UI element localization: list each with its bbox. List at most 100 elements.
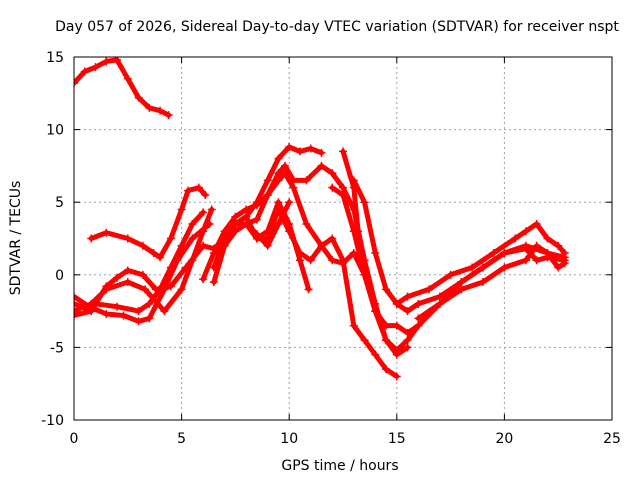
data-point-marker [134,307,143,316]
data-point-marker [141,285,150,294]
data-point-marker [74,307,78,316]
data-point-marker [201,190,210,199]
data-point-marker [521,256,530,265]
data-point-marker [392,321,401,330]
y-tick-label: 0 [55,268,64,284]
y-tick-label: -10 [41,413,64,429]
data-point-marker [521,241,530,250]
data-point-marker [371,249,380,258]
data-series [74,57,569,381]
y-tick-label: -5 [50,340,64,356]
data-point-marker [87,234,96,243]
x-tick-label: 25 [603,431,621,447]
data-point-marker [554,241,563,250]
data-point-marker [328,234,337,243]
data-point-marker [91,63,100,72]
data-point-marker [274,219,283,228]
data-point-marker [209,249,218,258]
data-point-marker [138,241,147,250]
data-point-marker [360,270,369,279]
data-point-marker [554,263,563,272]
data-point-marker [478,263,487,272]
data-point-marker [349,321,358,330]
y-tick-label: 5 [55,195,64,211]
data-point-marker [263,241,272,250]
data-point-marker [242,219,251,228]
data-point-marker [511,234,520,243]
data-point-marker [560,249,569,258]
data-point-marker [145,103,154,112]
data-point-marker [194,183,203,192]
data-point-marker [382,336,391,345]
data-point-marker [457,285,466,294]
data-point-marker [177,205,186,214]
data-point-marker [532,241,541,250]
data-point-marker [289,183,298,192]
data-point-marker [123,234,132,243]
data-point-marker [74,311,78,320]
data-point-marker [414,321,423,330]
data-point-marker [306,256,315,265]
data-point-marker [181,263,190,272]
data-point-marker [231,212,240,221]
data-point-marker [295,147,304,156]
series-arc-16 [415,243,568,321]
data-point-marker [414,299,423,308]
data-point-marker [199,275,208,284]
data-point-marker [102,228,111,237]
data-point-marker [242,212,251,221]
data-point-marker [317,148,326,157]
data-point-marker [392,372,401,381]
data-point-marker [349,183,358,192]
data-point-marker [177,285,186,294]
series-arc-17 [340,148,367,263]
data-point-marker [425,285,434,294]
data-point-marker [119,311,128,320]
data-point-marker [360,198,369,207]
data-point-marker [145,314,154,323]
data-point-marker [543,234,552,243]
data-point-marker [252,215,261,224]
data-point-marker [403,292,412,301]
data-point-marker [339,190,347,199]
data-point-marker [280,161,289,170]
data-point-marker [252,201,261,210]
data-point-marker [145,299,154,308]
x-axis-label: GPS time / hours [281,458,398,474]
data-point-marker [123,266,132,275]
data-point-marker [435,299,444,308]
data-point-marker [304,285,313,294]
data-point-marker [392,346,401,355]
data-point-marker [295,256,304,265]
data-point-marker [102,57,111,66]
data-point-marker [360,336,369,345]
data-point-marker [403,343,412,352]
series-arc-6 [74,243,206,318]
data-point-marker [328,256,337,265]
x-tick-label: 15 [388,431,406,447]
data-point-marker [500,249,509,258]
data-point-marker [500,263,509,272]
data-point-marker [263,176,272,185]
data-point-marker [328,169,337,178]
data-point-marker [339,147,347,156]
data-point-marker [74,292,78,301]
data-point-marker [80,67,89,76]
data-point-marker [209,278,218,287]
data-point-marker [199,227,208,236]
data-point-marker [382,285,391,294]
data-point-marker [156,106,165,115]
data-point-marker [382,321,391,330]
series-arc-14 [351,177,568,314]
axis-ticks: 0 5 10 15 20 25 -10 -5 0 5 10 15 [41,50,621,447]
data-point-marker [280,169,289,178]
data-point-marker [74,79,78,88]
data-point-marker [274,205,283,214]
data-point-marker [360,256,369,265]
series-arc-4 [74,209,206,314]
data-point-marker [177,241,186,250]
data-point-marker [199,241,208,250]
plot-frame [73,56,613,421]
series-arc-15 [394,221,568,307]
